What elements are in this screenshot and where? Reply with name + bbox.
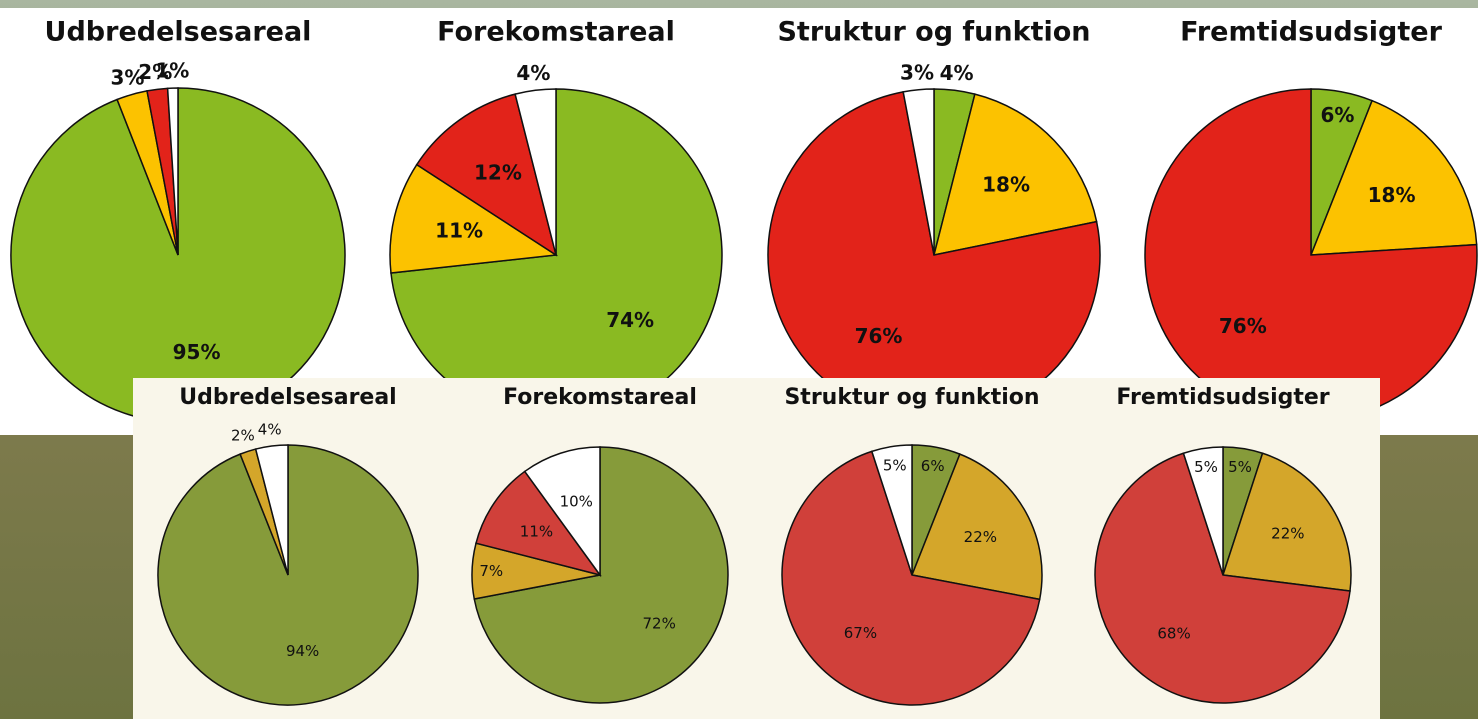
data-label: 5%: [1194, 458, 1218, 476]
data-label: 74%: [606, 308, 654, 332]
chart-title: Forekomstareal: [437, 17, 675, 48]
data-label: 76%: [855, 324, 903, 348]
data-label: 7%: [479, 562, 503, 580]
data-label: 18%: [1368, 183, 1416, 207]
data-label: 22%: [964, 528, 997, 546]
data-label: 4%: [940, 61, 974, 85]
data-label: 4%: [516, 61, 550, 85]
data-label: 11%: [520, 522, 553, 540]
chart-title: Udbredelsesareal: [179, 385, 396, 410]
data-label: 12%: [474, 161, 522, 185]
data-label: 94%: [286, 642, 319, 660]
data-label: 6%: [1320, 103, 1354, 127]
chart-title: Struktur og funktion: [784, 385, 1039, 410]
data-label: 6%: [921, 457, 945, 475]
data-label: 5%: [1228, 458, 1252, 476]
data-label: 3%: [900, 60, 934, 84]
data-label: 11%: [435, 218, 483, 242]
chart-title: Struktur og funktion: [777, 17, 1090, 48]
data-label: 4%: [258, 421, 282, 439]
data-label: 68%: [1157, 625, 1190, 643]
chart-title: Forekomstareal: [503, 385, 697, 410]
chart: 95% 3% 2% 1% Udbredelsesareal 74% 11% 12% 4% Fore…: [0, 0, 1478, 719]
data-label: 72%: [643, 614, 676, 632]
data-label: 2%: [231, 427, 255, 445]
data-label: 22%: [1271, 524, 1304, 542]
data-label: 76%: [1219, 314, 1267, 338]
chart-title: Fremtidsudsigter: [1116, 385, 1329, 410]
data-label: 5%: [883, 456, 907, 474]
chart-title: Fremtidsudsigter: [1180, 17, 1442, 48]
data-label: 10%: [560, 492, 593, 510]
data-label: 1%: [155, 59, 189, 83]
data-label: 95%: [173, 340, 221, 364]
data-label: 18%: [982, 173, 1030, 197]
data-label: 67%: [844, 624, 877, 642]
chart-title: Udbredelsesareal: [45, 17, 312, 48]
